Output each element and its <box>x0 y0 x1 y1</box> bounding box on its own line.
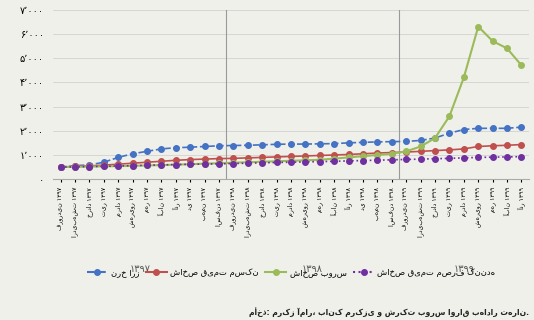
Text: ۱۳۹۷: ۱۳۹۷ <box>129 264 150 274</box>
Text: مأخذ: مرکز آمار، بانک مرکزی و شرکت بورس اوراق بهادار تهران.: مأخذ: مرکز آمار، بانک مرکزی و شرکت بورس … <box>249 307 529 317</box>
Legend: نرخ ارز, شاخص قیمت مسکن, شاخص بورس, شاخص قیمت مصرف کننده: نرخ ارز, شاخص قیمت مسکن, شاخص بورس, شاخص… <box>83 265 499 280</box>
Text: ۱۳۹۹: ۱۳۹۹ <box>453 264 474 274</box>
Text: ۱۳۹۸: ۱۳۹۸ <box>302 264 323 274</box>
